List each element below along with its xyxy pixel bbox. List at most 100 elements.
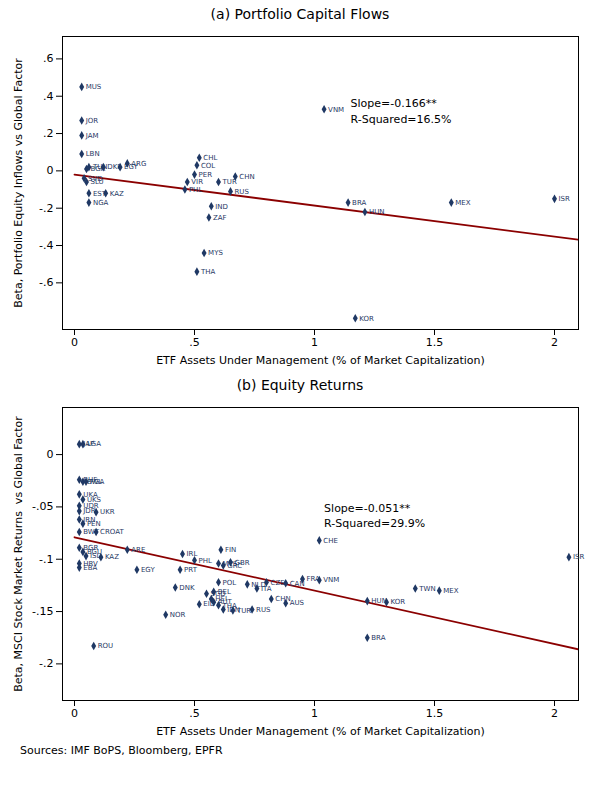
svg-text:CHE: CHE [323,537,338,545]
svg-text:LGA: LGA [87,440,101,448]
svg-text:AUS: AUS [290,599,305,607]
svg-text:DKF: DKF [107,163,121,171]
svg-text:.5: .5 [189,707,200,720]
svg-text:PHL: PHL [199,557,212,565]
svg-text:EGY: EGY [124,163,138,171]
svg-text:UKR: UKR [100,508,115,516]
svg-text:ITA: ITA [261,585,272,593]
html-text:Sources: IMF BoPS, Bloomberg,: Sources: IMF BoPS, Bloomberg, EPFR [20,744,223,757]
svg-text:ISR: ISR [573,553,585,561]
svg-text:FRA: FRA [307,575,321,583]
svg-text:EBA: EBA [83,564,97,572]
svg-text:COL: COL [201,162,215,170]
svg-text:0: 0 [47,448,54,461]
svg-text:RUS: RUS [235,188,250,196]
svg-text:VNM: VNM [328,106,344,114]
svg-text:2: 2 [551,707,558,720]
svg-text:0: 0 [71,707,78,720]
svg-text:VIR: VIR [191,178,203,187]
svg-text:MYS: MYS [208,249,223,257]
svg-text:KAZ: KAZ [110,190,124,198]
svg-text:EID: EID [203,600,215,608]
svg-text:THA: THA [200,268,216,276]
svg-text:EST: EST [93,190,107,198]
svg-text:.4: .4 [43,90,54,103]
svg-text:-.1: -.1 [39,553,53,566]
svg-text:LBN: LBN [86,150,100,158]
svg-text:TUN: TUN [92,163,108,171]
svg-text:PRT: PRT [184,566,198,574]
svg-text:CHN: CHN [239,173,254,181]
svg-text:MUS: MUS [86,83,102,91]
svg-text:IND: IND [215,203,228,211]
svg-text:GRC: GRC [227,562,242,570]
svg-text:SLU: SLU [91,178,104,186]
svg-text:PHL: PHL [189,186,202,194]
svg-text:CHN: CHN [275,595,290,603]
svg-text:Beta, Portfolio Equity Inflows: Beta, Portfolio Equity Inflows vs Global… [12,58,25,308]
svg-text:ETF Assets Under Management (%: ETF Assets Under Management (% of Market… [156,354,485,367]
svg-text:ISR: ISR [559,195,571,203]
svg-text:UKS: UKS [86,495,102,504]
svg-text:BWT: BWT [83,528,99,536]
svg-text:Slope=-0.166**R-Squared=16.5%: Slope=-0.166**R-Squared=16.5% [351,97,452,125]
svg-text:0: 0 [71,336,78,349]
svg-text:CZE: CZE [271,578,285,586]
svg-text:HUN: HUN [369,208,385,216]
svg-text:TWN: TWN [418,585,435,593]
svg-text:-.15: -.15 [32,605,53,618]
svg-text:VNM: VNM [323,576,339,584]
svg-text:1: 1 [311,336,318,349]
svg-text:PER: PER [198,170,212,179]
svg-text:0: 0 [47,164,54,177]
svg-text:UDR: UDR [83,502,99,511]
svg-text:POL: POL [223,578,237,586]
svg-text:CAN: CAN [290,580,305,588]
svg-text:1.5: 1.5 [426,336,444,349]
svg-text:.2: .2 [43,127,54,140]
svg-text:FGA: FGA [90,478,104,486]
svg-text:BRA: BRA [371,634,385,642]
svg-text:ETF Assets Under Management (%: ETF Assets Under Management (% of Market… [156,725,485,738]
svg-text:-.2: -.2 [39,657,53,670]
svg-text:MEX: MEX [455,199,470,207]
svg-text:Beta, MSCI Stock Market Return: Beta, MSCI Stock Market Returns vs Globa… [12,416,25,692]
svg-text:EGY: EGY [141,566,155,574]
html-text:(b) Equity Returns: (b) Equity Returns [236,377,364,393]
svg-text:HUN: HUN [371,597,387,605]
svg-text:-.2: -.2 [39,202,53,215]
svg-text:ROU: ROU [98,642,114,650]
svg-text:NGA: NGA [93,199,109,207]
svg-text:JDR: JDR [82,507,95,515]
svg-text:TUR: TUR [222,178,237,186]
svg-text:MEX: MEX [443,587,458,595]
svg-text:KOR: KOR [359,315,374,323]
svg-text:RUS: RUS [256,606,271,614]
svg-text:IRL: IRL [187,550,198,558]
svg-text:KAZ: KAZ [105,553,119,561]
svg-text:DNK: DNK [179,584,195,592]
svg-text:BRA: BRA [352,199,366,207]
svg-text:ZAF: ZAF [213,214,227,222]
svg-text:-.05: -.05 [32,500,53,513]
svg-text:UKA: UKA [83,490,98,499]
svg-text:.6: .6 [43,52,54,65]
svg-text:2: 2 [551,336,558,349]
svg-text:Slope=-0.051**R-Squared=29.9%: Slope=-0.051**R-Squared=29.9% [324,502,425,530]
svg-text:1: 1 [311,707,318,720]
svg-text:NOR: NOR [170,611,186,619]
svg-text:PEN: PEN [87,520,101,528]
svg-text:TUR: TUR [236,607,251,615]
svg-text:ARE: ARE [131,546,145,554]
html-text:(a) Portfolio Capital Flows: (a) Portfolio Capital Flows [210,6,390,22]
svg-text:-.4: -.4 [39,239,53,252]
svg-text:JOR: JOR [85,117,99,125]
svg-text:.5: .5 [189,336,200,349]
svg-text:1.5: 1.5 [426,707,444,720]
svg-text:JAM: JAM [85,132,99,140]
svg-text:KOR: KOR [391,598,406,606]
svg-text:ARG: ARG [131,159,147,168]
svg-text:CROAT: CROAT [100,528,124,536]
svg-text:-.6: -.6 [39,276,53,289]
svg-text:FIN: FIN [225,546,236,554]
